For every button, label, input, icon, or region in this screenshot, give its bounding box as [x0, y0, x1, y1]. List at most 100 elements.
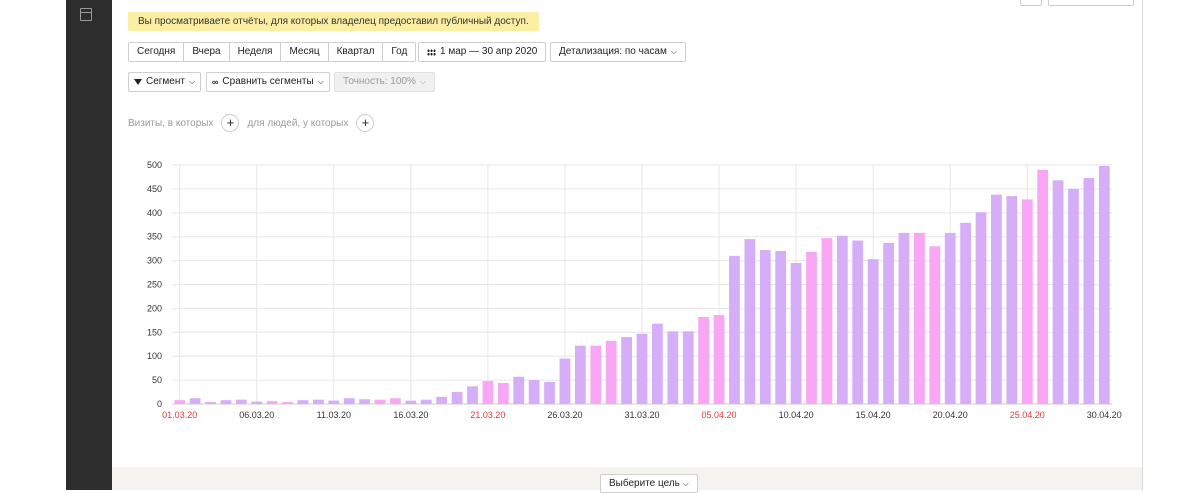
bar [790, 262, 802, 404]
add-visits-condition-button[interactable]: + [221, 114, 240, 132]
x-tick-label: 20.04.20 [933, 410, 968, 420]
bar [636, 333, 648, 404]
period-week-button[interactable]: Неделя [228, 42, 282, 62]
x-tick-label: 10.04.20 [779, 410, 814, 420]
bar [898, 232, 910, 404]
compare-icon: ∞ [212, 77, 219, 87]
bar [744, 239, 756, 404]
period-year-button[interactable]: Год [382, 42, 417, 62]
period-today-button[interactable]: Сегодня [128, 42, 185, 62]
bar [729, 255, 740, 404]
bar [420, 399, 432, 404]
bar [313, 399, 324, 404]
bar [883, 242, 894, 404]
bar [621, 337, 632, 404]
x-tick-label: 06.03.20 [239, 410, 274, 420]
visits-bar-chart: 0 50 100 150 200 250 300 350 400 450 500 01.03.20 06… [147, 160, 1122, 420]
chevron-down-icon: ⌵ [682, 479, 689, 488]
bar [836, 235, 848, 404]
bar [451, 392, 463, 404]
y-tick-label: 100 [147, 351, 162, 361]
bar [1037, 169, 1049, 404]
top-action-button[interactable] [1048, 0, 1134, 6]
bar [698, 317, 710, 404]
detail-dropdown[interactable]: Детализация: по часам ⌵ [550, 42, 686, 62]
select-goal-button[interactable]: Выберите цель ⌵ [600, 474, 698, 493]
chevron-down-icon: ⌵ [670, 47, 677, 56]
add-people-condition-button[interactable]: + [356, 114, 375, 132]
segment-label: Сегмент [146, 76, 185, 87]
accuracy-dropdown[interactable]: Точность: 100% ⌵ [334, 72, 435, 92]
period-quarter-button[interactable]: Квартал [327, 42, 384, 62]
bar [1083, 177, 1095, 404]
bar [944, 232, 956, 404]
accuracy-label: Точность: 100% [343, 76, 416, 87]
bar [1006, 196, 1018, 404]
bar [220, 400, 232, 404]
compare-label: Сравнить сегменты [222, 76, 314, 87]
bar [913, 232, 925, 404]
bar [652, 323, 663, 404]
filter-icon [134, 79, 142, 85]
bar [544, 382, 555, 404]
y-tick-label: 300 [147, 256, 162, 266]
period-yesterday-button[interactable]: Вчера [183, 42, 230, 62]
segment-button[interactable]: Сегмент ⌵ [128, 72, 202, 92]
bar [235, 399, 247, 404]
bar [605, 340, 617, 404]
left-sidebar [66, 0, 112, 490]
bar [405, 400, 417, 404]
bar [374, 399, 386, 404]
bar [343, 398, 355, 404]
bar [852, 240, 864, 404]
bar [297, 400, 309, 404]
bar [266, 401, 278, 404]
bar [775, 251, 787, 404]
bar [251, 401, 263, 404]
public-access-notice: Вы просматриваете отчёты, для которых вл… [128, 12, 539, 31]
top-icon-button[interactable] [1020, 0, 1042, 6]
compare-segments-button[interactable]: ∞ Сравнить сегменты ⌵ [206, 72, 330, 92]
y-tick-label: 500 [147, 160, 162, 170]
y-tick-label: 50 [152, 375, 162, 385]
y-tick-label: 150 [147, 327, 162, 337]
bar [682, 331, 694, 404]
x-tick-label: 11.03.20 [317, 410, 351, 420]
report-icon[interactable] [80, 8, 92, 21]
bar [1021, 199, 1033, 404]
x-tick-label: 21.03.20 [470, 410, 505, 420]
x-tick-label: 31.03.20 [624, 410, 659, 420]
bar [328, 400, 340, 404]
period-month-button[interactable]: Месяц [280, 42, 329, 62]
bar [390, 398, 401, 404]
visits-condition-label: Визиты, в которых [128, 117, 214, 129]
bar [528, 380, 540, 404]
calendar-icon [427, 48, 436, 56]
bar [867, 259, 879, 404]
segment-conditions: Визиты, в которых + для людей, у которых… [128, 114, 382, 132]
bar [513, 376, 525, 404]
bar [467, 386, 478, 404]
period-selector: Сегодня Вчера Неделя Месяц Квартал Год [128, 42, 417, 62]
bar [975, 212, 987, 404]
bar [713, 315, 725, 404]
y-tick-label: 350 [147, 232, 162, 242]
bar [960, 222, 971, 404]
date-range-button[interactable]: 1 мар — 30 апр 2020 [418, 42, 547, 62]
bar [1068, 188, 1079, 404]
x-tick-label: 30.04.20 [1087, 410, 1122, 420]
bar [1052, 180, 1064, 404]
bar [482, 381, 494, 404]
bar [282, 402, 293, 404]
y-tick-label: 400 [147, 208, 162, 218]
x-tick-label: 25.04.20 [1010, 410, 1045, 420]
content-border [1142, 0, 1143, 490]
bar [1098, 165, 1110, 404]
x-tick-label: 26.03.20 [547, 410, 582, 420]
y-tick-label: 450 [147, 184, 162, 194]
bar [189, 398, 201, 404]
bar [806, 251, 817, 404]
bar [667, 331, 679, 404]
date-range-label: 1 мар — 30 апр 2020 [440, 46, 538, 57]
bar [929, 246, 941, 404]
